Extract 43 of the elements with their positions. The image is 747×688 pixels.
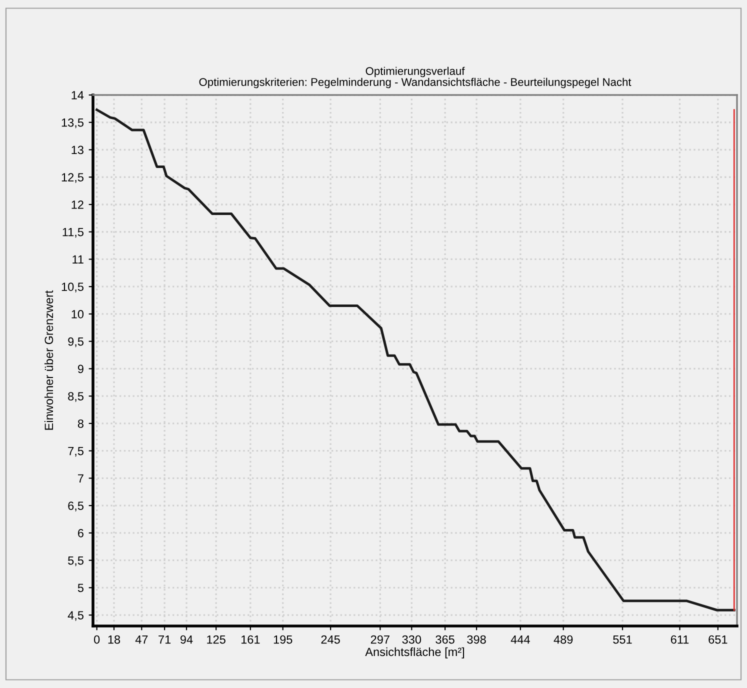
y-tick-label: 9 xyxy=(78,364,84,374)
chart-subtitle: Optimierungskriterien: Pegelminderung - Wandansichtsfläche - Beurteilungspegel Nacht xyxy=(199,78,632,88)
x-tick-label: 161 xyxy=(241,635,260,644)
x-tick-label: 94 xyxy=(180,635,193,644)
chart-title: Optimierungsverlauf xyxy=(366,66,465,78)
y-tick-label: 5,5 xyxy=(68,556,84,566)
y-tick-label: 13 xyxy=(72,146,84,154)
x-tick-label: 245 xyxy=(321,635,340,644)
y-tick-label: 9,5 xyxy=(68,337,84,348)
x-tick-label: 330 xyxy=(402,635,422,644)
y-tick-label: 8,5 xyxy=(68,392,84,402)
y-tick-label: 12 xyxy=(72,200,84,209)
line-series xyxy=(96,108,736,612)
x-tick-label: 18 xyxy=(108,635,120,644)
y-tick-label: 10 xyxy=(72,310,84,318)
x-tick-label: 365 xyxy=(436,635,454,644)
x-tick-label: 0 xyxy=(94,635,100,644)
x-tick-label: 195 xyxy=(274,635,292,644)
y-tick-label: 14 xyxy=(72,91,84,100)
x-tick-label: 398 xyxy=(467,635,486,644)
y-tick-label: 12,5 xyxy=(62,173,84,183)
x-tick-label: 297 xyxy=(370,635,390,644)
x-tick-label: 551 xyxy=(613,635,632,644)
y-tick-label: 11,5 xyxy=(62,228,84,238)
x-tick-label: 71 xyxy=(158,635,171,644)
x-tick-label: 47 xyxy=(135,635,148,644)
x-tick-label: 489 xyxy=(554,635,573,644)
y-tick-label: 8 xyxy=(78,419,84,428)
y-tick-label: 4,5 xyxy=(68,611,84,621)
y-tick-label: 5 xyxy=(78,584,84,592)
y-tick-label: 7 xyxy=(78,474,84,482)
y-tick-label: 7,5 xyxy=(68,446,84,457)
x-tick-label: 125 xyxy=(207,635,226,644)
y-tick-label: 6 xyxy=(78,528,84,538)
y-tick-label: 10,5 xyxy=(62,282,84,292)
y-axis-title: Einwohner über Grenzwert xyxy=(44,290,54,430)
x-tick-label: 611 xyxy=(670,635,689,644)
x-tick-label: 651 xyxy=(708,635,728,644)
y-tick-label: 11 xyxy=(72,255,84,264)
x-axis-title: Ansichtsfläche [m²] xyxy=(365,647,464,658)
x-tick-label: 444 xyxy=(510,635,530,644)
y-tick-label: 6,5 xyxy=(68,502,84,512)
y-tick-label: 13,5 xyxy=(62,118,84,128)
